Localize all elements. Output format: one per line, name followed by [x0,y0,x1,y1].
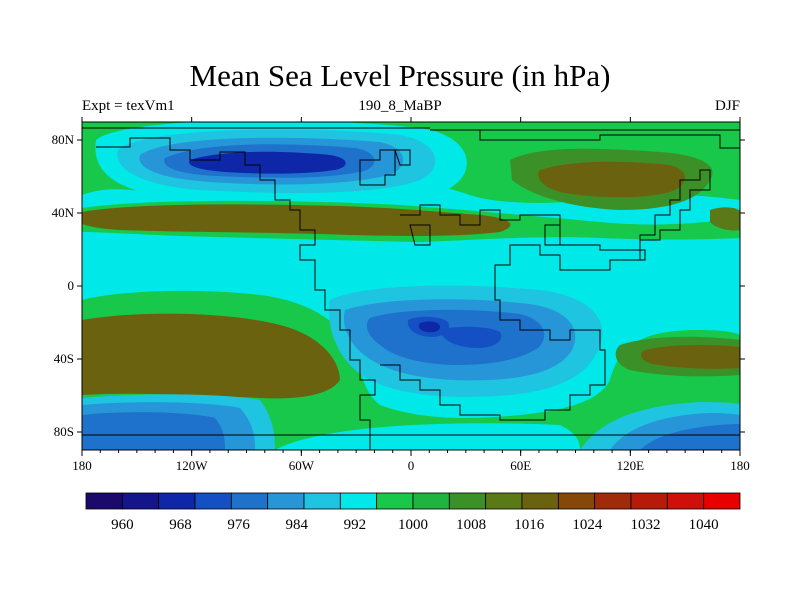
colorbar-box [158,492,196,510]
north-low-core [189,151,346,174]
colorbar-box [339,492,378,510]
colorbar-box [230,492,269,510]
eurasia-africa-outline [380,169,711,421]
colorbar-box [521,492,559,510]
colorbar-box [630,492,668,510]
experiment-label: Expt = texVm1 [82,98,175,114]
antarctic-cyan [275,423,580,450]
colorbar-box [666,492,705,510]
colorbar-label: 1032 [631,517,661,533]
colorbar-label: 984 [285,517,308,533]
colorbar-label: 1040 [689,517,719,533]
south-low-core-b [440,326,502,348]
colorbar: 960 968 976 984 992 1000 1008 1016 1024 1032 1040 [85,492,741,533]
iceland-outline [359,149,396,186]
colorbar-label: 1016 [514,517,545,533]
y-tick-label: 40N [52,205,75,220]
colorbar-label: 1008 [456,517,486,533]
x-tick-label: 0 [408,458,415,473]
case-label: 190_8_MaBP [358,98,442,114]
y-tick-label: 80S [54,424,74,439]
south-pacific-high [82,324,304,389]
americas-outline [96,137,376,450]
colorbar-box [267,492,305,510]
south-low-east-core [640,424,740,450]
colorbar-box [557,492,596,510]
colorbar-label: 1024 [572,517,603,533]
colorbar-label: 960 [111,517,134,533]
y-axis: 80N 40N 0 40S 80S [52,132,745,439]
colorbar-box [194,492,232,510]
mediterranean-outline [409,224,431,246]
arctic-outline [430,129,740,149]
asian-high-core [538,161,685,198]
colorbar-box [85,492,123,510]
south-indian-high-core [640,345,740,369]
colorbar-box [376,492,414,510]
x-tick-label: 180 [72,458,92,473]
colorbar-label: 1000 [398,517,428,533]
y-tick-label: 0 [68,278,75,293]
greenland-outline [394,149,411,166]
colorbar-label: 968 [169,517,192,533]
plot-title: Mean Sea Level Pressure (in hPa) [189,58,611,93]
colorbar-box [412,492,450,510]
coastlines [82,127,740,450]
colorbar-box [485,492,523,510]
colorbar-box [448,492,487,510]
colorbar-label: 976 [227,517,250,533]
x-tick-label: 120E [617,458,645,473]
colorbar-box [594,492,632,510]
x-tick-label: 60E [510,458,531,473]
y-tick-label: 40S [54,351,74,366]
x-axis: 180 120W 60W 0 60E 120E 180 [72,117,750,473]
south-low-center [418,321,441,333]
x-tick-label: 120W [176,458,209,473]
season-label: DJF [714,98,740,114]
x-tick-label: 60W [289,458,315,473]
colorbar-label: 992 [344,517,367,533]
north-sub-high [82,204,511,236]
colorbar-box [703,492,741,510]
contour-field [82,122,740,450]
colorbar-box [121,492,160,510]
y-tick-label: 80N [52,132,75,147]
x-tick-label: 180 [730,458,750,473]
pacific-olive-patch [710,207,740,231]
south-low-west-core [82,412,225,450]
arabian-outline [544,224,561,246]
colorbar-box [303,492,341,510]
